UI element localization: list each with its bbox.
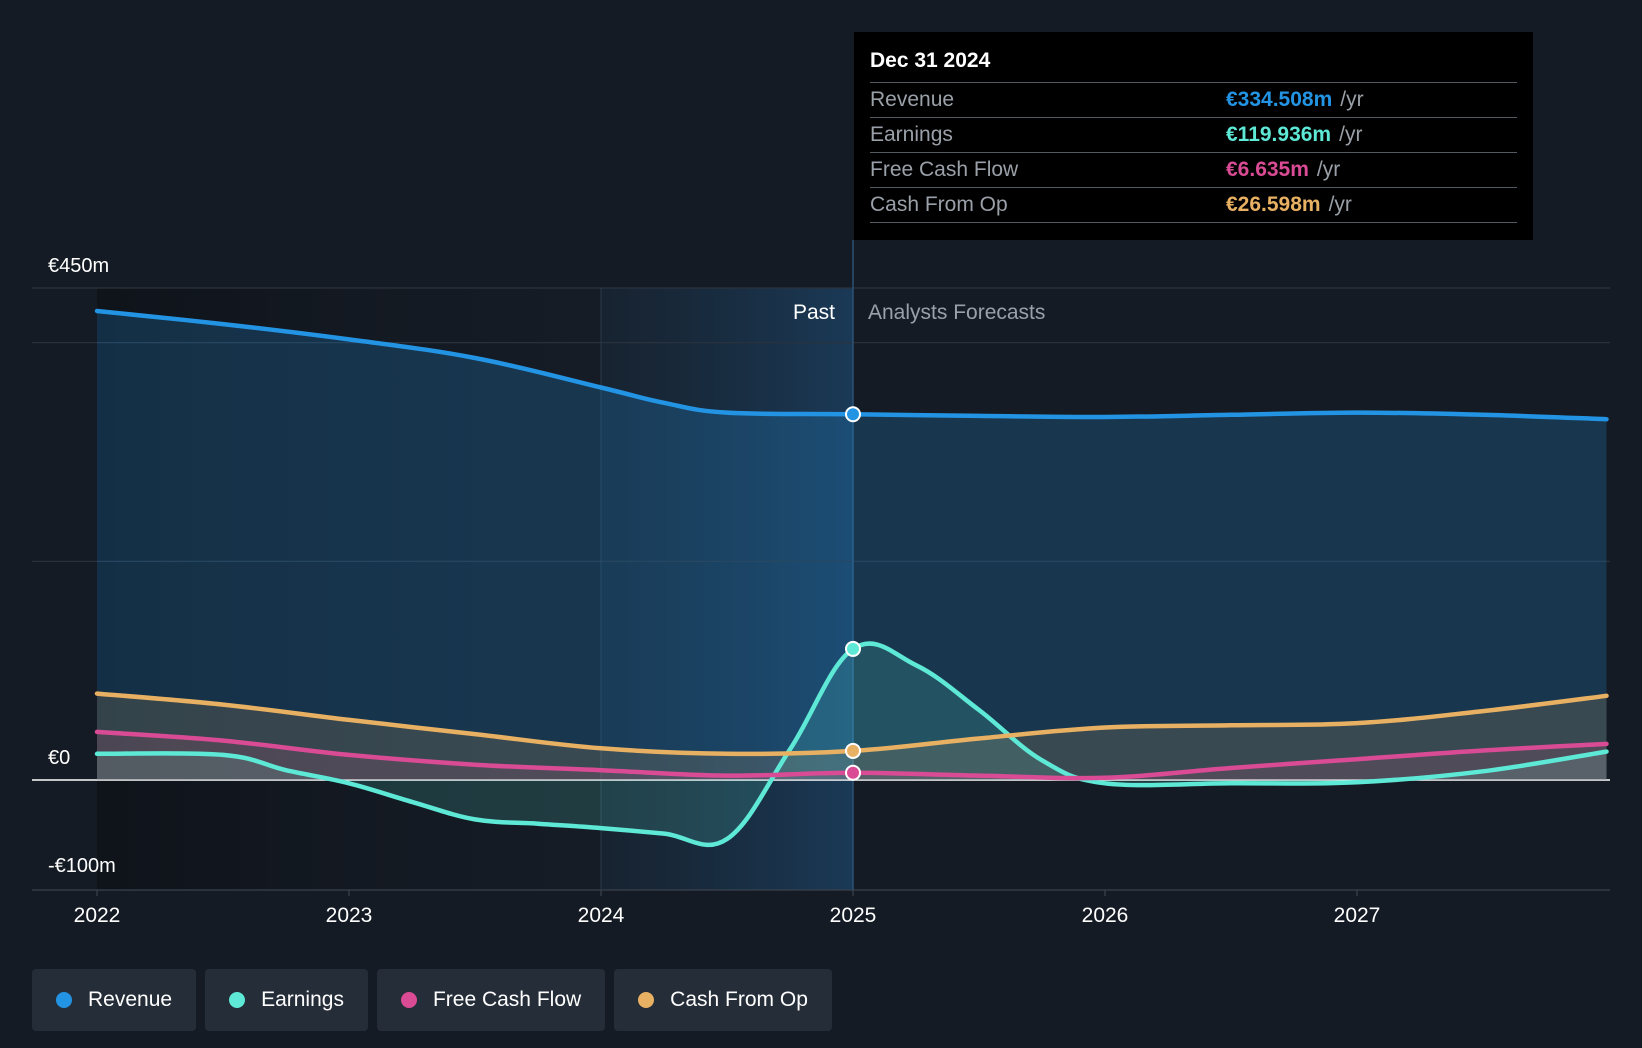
x-tick-label: 2024: [578, 904, 625, 927]
tooltip-label: Revenue: [870, 88, 955, 111]
legend-dot-icon: [400, 992, 417, 1008]
past-label: Past: [793, 301, 835, 324]
tooltip-row-cash-from-op: Cash From Op €26.598m /yr: [870, 188, 1517, 223]
highlight-point-revenue: [845, 406, 861, 423]
tooltip-unit: /yr: [1340, 88, 1364, 111]
forecast-label: Analysts Forecasts: [868, 301, 1045, 324]
tooltip-label: Free Cash Flow: [870, 158, 1019, 181]
x-tick-label: 2025: [830, 904, 877, 927]
legend-item-revenue[interactable]: Revenue: [32, 969, 197, 1031]
tooltip-date: Dec 31 2024: [870, 46, 1517, 83]
past-shade: [97, 288, 601, 890]
x-tick-label: 2022: [74, 904, 121, 927]
y-axis-label: -€100m: [48, 855, 116, 877]
tooltip-label: Cash From Op: [870, 193, 1008, 216]
series-area-cash-from-op: [97, 693, 1607, 780]
tooltip-row-revenue: Revenue €334.508m /yr: [870, 83, 1517, 118]
series-area-free-cash-flow: [97, 731, 1607, 780]
series-area-revenue: [97, 311, 1607, 780]
legend-dot-icon: [638, 992, 655, 1008]
highlight-point-cash-from-op: [845, 742, 861, 759]
highlight-point-free-cash-flow: [845, 764, 861, 781]
series-line-revenue: [94, 308, 1609, 422]
x-tick-label: 2026: [1082, 904, 1129, 927]
x-tick-label: 2027: [1334, 904, 1381, 927]
tooltip-unit: /yr: [1339, 123, 1363, 146]
legend-item-earnings[interactable]: Earnings: [205, 969, 368, 1031]
legend-label: Free Cash Flow: [432, 988, 582, 1011]
legend-item-cash-from-op[interactable]: Cash From Op: [614, 969, 832, 1031]
tooltip-row-free-cash-flow: Free Cash Flow €6.635m /yr: [870, 153, 1517, 188]
x-tick-label: 2023: [326, 904, 373, 927]
tooltip-value: €26.598m: [1226, 193, 1321, 216]
tooltip-label: Earnings: [870, 123, 953, 146]
tooltip-value: €6.635m: [1226, 158, 1309, 181]
chart: €450m €0 -€100m 2022 2023 2024 2025 2026 2027 Pas…: [32, 240, 1610, 927]
tooltip-unit: /yr: [1328, 193, 1352, 216]
tooltip-value: €119.936m: [1226, 123, 1332, 146]
series-line-earnings: [94, 641, 1609, 848]
y-axis-label: €450m: [48, 255, 109, 277]
legend-label: Revenue: [88, 988, 173, 1011]
tooltip-unit: /yr: [1316, 158, 1341, 181]
legend-dot-icon: [229, 992, 246, 1008]
legend-label: Cash From Op: [670, 988, 808, 1011]
legend-item-free-cash-flow[interactable]: Free Cash Flow: [376, 969, 606, 1031]
tooltip-value: €334.508m: [1226, 88, 1333, 111]
tooltip: Dec 31 2024 Revenue €334.508m /yr Earnin…: [854, 32, 1533, 240]
y-axis-label: €0: [48, 747, 70, 769]
legend-dot-icon: [56, 992, 72, 1008]
highlight-point-earnings: [845, 640, 861, 657]
tooltip-row-earnings: Earnings €119.936m /yr: [870, 118, 1517, 153]
legend: Revenue Earnings Free Cash Flow Cash Fro…: [32, 969, 832, 1031]
legend-label: Earnings: [261, 988, 344, 1011]
highlight-shade: [601, 288, 853, 890]
